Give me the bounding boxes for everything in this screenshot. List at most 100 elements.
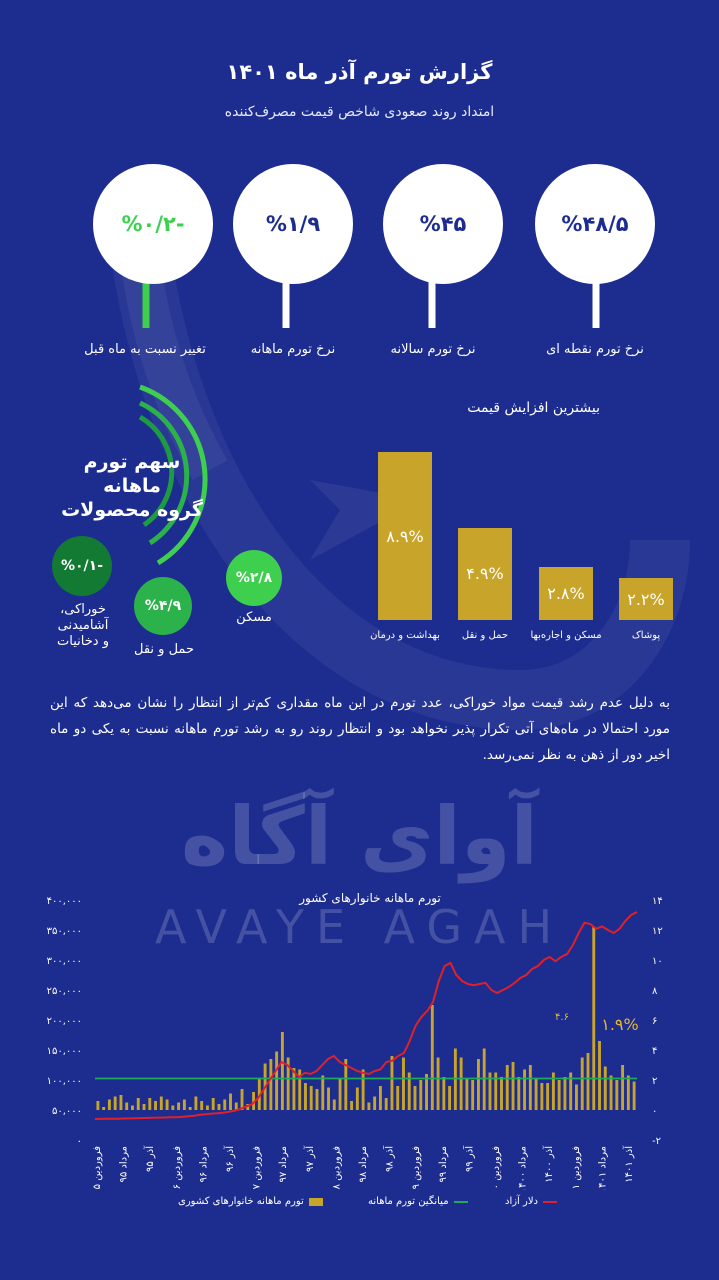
monthly-inflation-bar	[557, 1080, 561, 1110]
left-axis-tick-label: ۱۵۰,۰۰۰	[47, 1046, 82, 1057]
monthly-inflation-bar	[534, 1078, 538, 1110]
share-title: سهم تورم ماهانه گروه محصولات	[52, 450, 212, 522]
monthly-inflation-bar	[419, 1080, 423, 1110]
monthly-inflation-bar	[234, 1102, 238, 1110]
monthly-inflation-bar	[378, 1086, 382, 1110]
x-axis-tick-label: آذر ۹۵	[143, 1145, 156, 1172]
monthly-inflation-bar	[131, 1105, 134, 1110]
x-axis-tick-label: مرداد ۱۴۰۰	[518, 1146, 529, 1190]
monthly-inflation-bar	[407, 1072, 411, 1110]
legend-item-dollar: دلار آزاد	[505, 1196, 558, 1207]
monthly-inflation-bar	[177, 1102, 181, 1110]
x-axis-tick-label: مرداد ۹۹	[438, 1146, 449, 1183]
monthly-inflation-bar	[298, 1069, 302, 1110]
monthly-inflation-bar	[436, 1057, 440, 1110]
analysis-paragraph: به دلیل عدم رشد قیمت مواد خوراکی، عدد تو…	[50, 695, 670, 763]
x-axis-tick-label: آذر ۹۷	[303, 1145, 316, 1172]
monthly-inflation-bar	[396, 1086, 400, 1110]
monthly-inflation-bar	[102, 1107, 106, 1110]
monthly-inflation-bar	[488, 1072, 492, 1110]
monthly-inflation-bar	[551, 1072, 555, 1110]
monthly-inflation-bar	[626, 1075, 630, 1110]
x-axis-tick-label: مرداد ۱۴۰۱	[597, 1146, 608, 1190]
x-axis-tick-label: آذر ۹۸	[383, 1145, 396, 1172]
right-axis-tick-label: ۱۰	[652, 956, 663, 967]
monthly-inflation-bar	[367, 1102, 371, 1110]
monthly-inflation-bar	[280, 1032, 284, 1110]
monthly-inflation-bar	[528, 1065, 532, 1110]
right-axis-tick-label: ۰	[652, 1106, 657, 1117]
left-axis-tick-label: ۲۵۰,۰۰۰	[47, 986, 82, 997]
share-bubble-housing: %۲/۸	[226, 550, 282, 606]
stat-point-label: نرخ تورم نقطه ای	[546, 342, 644, 357]
monthly-inflation-bar	[96, 1101, 100, 1110]
monthly-inflation-bar	[217, 1104, 221, 1110]
monthly-inflation-bar	[471, 1080, 475, 1110]
monthly-inflation-bar	[569, 1072, 573, 1110]
left-axis-tick-label: ۱۰۰,۰۰۰	[47, 1076, 82, 1087]
monthly-inflation-bar	[269, 1059, 273, 1110]
monthly-inflation-bar	[119, 1095, 123, 1110]
legend-item-bars: تورم ماهانه خانوارهای کشوری	[178, 1196, 323, 1207]
share-bubble-transport: %۴/۹	[134, 577, 192, 635]
monthly-inflation-bar	[361, 1069, 365, 1110]
annotation-label: ۱.۹%	[601, 1015, 638, 1034]
monthly-inflation-bar	[632, 1081, 636, 1110]
monthly-inflation-bar	[286, 1057, 290, 1110]
left-axis-tick-label: ۵۰,۰۰۰	[52, 1106, 82, 1117]
monthly-inflation-bar	[338, 1078, 342, 1110]
share-label-transport: حمل و نقل	[134, 642, 194, 657]
x-axis-tick-label: فروردین ۱۴۰۰	[491, 1146, 502, 1190]
monthly-inflation-bar	[315, 1089, 319, 1110]
monthly-inflation-bar	[200, 1101, 204, 1110]
stat-point-value: %۴۸/۵	[535, 164, 655, 284]
monthly-inflation-bar	[148, 1098, 152, 1110]
x-axis-tick-label: فروردین ۹۸	[331, 1146, 342, 1190]
top-increase-bar: ۴.۹%	[458, 527, 512, 620]
monthly-inflation-bar	[615, 1080, 619, 1110]
left-axis-tick-label: ۳۵۰,۰۰۰	[47, 926, 82, 937]
monthly-inflation-bar	[229, 1093, 232, 1110]
monthly-inflation-bar	[304, 1083, 307, 1110]
monthly-inflation-bar	[154, 1101, 157, 1110]
monthly-inflation-bar	[113, 1096, 117, 1110]
x-axis-tick-label: مرداد ۹۸	[358, 1146, 369, 1183]
monthly-inflation-bar	[142, 1104, 146, 1110]
stat-annual-value: %۴۵	[383, 164, 503, 284]
top-increase-bar-label: بهداشت و درمان	[370, 630, 440, 641]
legend-item-average: میانگین تورم ماهانه	[368, 1196, 468, 1207]
top-increase-bar: ۲.۸%	[539, 567, 593, 620]
monthly-inflation-bar	[171, 1105, 175, 1110]
top-increase-bar: ۸.۹%	[378, 452, 432, 620]
monthly-inflation-bar	[165, 1099, 169, 1110]
right-axis-tick-label: ۲	[652, 1076, 657, 1087]
monthly-inflation-bar	[505, 1065, 509, 1110]
x-axis-tick-label: آذر ۹۶	[223, 1145, 236, 1172]
right-axis-tick-label: ۴	[652, 1046, 657, 1057]
right-axis-tick-label: ۱۲	[652, 926, 663, 937]
x-axis-tick-label: فروردین ۱۴۰۱	[571, 1146, 582, 1190]
monthly-inflation-bar	[448, 1086, 452, 1110]
top-increase-bar: ۲.۲%	[619, 578, 673, 620]
watermark-en: AVAYE AGAH	[154, 900, 565, 954]
share-title-line2: گروه محصولات	[61, 499, 203, 521]
stat-monthly-value: %۱/۹	[233, 164, 353, 284]
chart-title: تورم ماهانه خانوارهای کشور	[298, 891, 441, 906]
monthly-inflation-bar	[540, 1083, 544, 1110]
legend-swatch-average	[453, 1200, 468, 1203]
monthly-inflation-bar	[598, 1041, 601, 1110]
left-axis-tick-label: ۴۰۰,۰۰۰	[47, 896, 82, 907]
share-label-food-line1: خوراکی،	[60, 602, 106, 617]
top-increase-bar-label: حمل و نقل	[461, 630, 509, 641]
monthly-inflation-bar	[292, 1068, 296, 1110]
left-axis-tick-label: ۳۰۰,۰۰۰	[47, 956, 82, 967]
monthly-inflation-bar	[586, 1053, 590, 1110]
monthly-inflation-bar	[390, 1056, 394, 1110]
monthly-inflation-bar	[413, 1086, 417, 1110]
x-axis-tick-label: فروردین ۹۷	[252, 1146, 263, 1190]
stat-annual-label: نرخ تورم سالانه	[390, 342, 476, 357]
share-arcs	[138, 384, 208, 566]
monthly-inflation-bar	[609, 1075, 613, 1110]
legend-swatch-dollar	[543, 1200, 558, 1203]
